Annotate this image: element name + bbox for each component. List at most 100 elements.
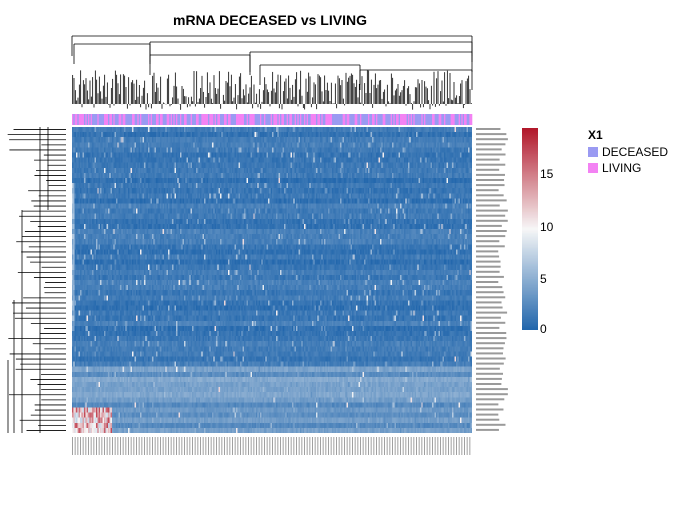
row-label-mark	[476, 306, 503, 309]
column-label-mark	[261, 437, 263, 455]
column-label-mark	[269, 437, 271, 455]
row-label-mark	[476, 316, 501, 319]
column-label-mark	[360, 437, 361, 455]
annotation-cell	[374, 114, 377, 125]
column-label-mark	[384, 437, 385, 455]
annotation-cell	[358, 114, 361, 125]
annotation-cell	[416, 114, 418, 125]
column-label-mark	[192, 437, 193, 455]
annotation-cell	[124, 114, 126, 125]
column-label-mark	[242, 437, 244, 455]
legend-swatch-deceased	[588, 147, 598, 157]
annotation-cell	[94, 114, 97, 125]
column-label-mark	[104, 437, 105, 455]
row-label-mark	[476, 301, 502, 304]
annotation-cell	[172, 114, 174, 125]
annotation-cell	[170, 114, 173, 125]
annotation-cell	[325, 114, 327, 125]
row-label-mark	[476, 423, 506, 426]
annotation-cell	[216, 114, 218, 125]
column-label-mark	[157, 437, 159, 455]
column-label-mark	[408, 437, 409, 455]
annotation-cell	[290, 114, 293, 125]
column-label-mark	[312, 437, 313, 455]
annotation-cell	[400, 114, 402, 125]
annotation-cell	[106, 114, 109, 125]
column-label-mark	[189, 437, 191, 455]
annotation-cell	[281, 114, 283, 125]
column-label-mark	[266, 437, 268, 455]
annotation-cell	[78, 114, 81, 125]
column-label-mark	[80, 437, 81, 455]
column-label-mark	[344, 437, 345, 455]
annotation-cell	[286, 114, 289, 125]
column-label-mark	[178, 437, 180, 455]
annotation-cell	[460, 114, 462, 125]
annotation-cell	[185, 114, 187, 125]
annotation-cell	[212, 114, 214, 125]
annotation-cell	[213, 114, 215, 125]
annotation-cell	[449, 114, 451, 125]
annotation-cell	[333, 114, 335, 125]
annotation-cell	[157, 114, 159, 125]
annotation-cell	[384, 114, 386, 125]
annotation-cell	[258, 114, 261, 125]
annotation-cell	[268, 114, 270, 125]
annotation-cell	[120, 114, 122, 125]
column-label-mark	[298, 437, 300, 455]
annotation-cell	[265, 114, 267, 125]
annotation-cell	[229, 114, 231, 125]
annotation-cell	[154, 114, 157, 125]
column-label-mark	[176, 437, 177, 455]
column-label-mark	[448, 437, 449, 455]
row-label-mark	[476, 224, 502, 227]
column-label-mark	[309, 437, 311, 455]
column-label-mark	[88, 437, 89, 455]
annotation-cell	[250, 114, 253, 125]
column-label-mark	[82, 437, 84, 455]
column-label-mark	[349, 437, 351, 455]
annotation-cell	[336, 114, 338, 125]
annotation-cell	[261, 114, 263, 125]
column-label-mark	[370, 437, 372, 455]
annotation-cell	[382, 114, 385, 125]
row-label-mark	[476, 408, 504, 411]
annotation-cell	[198, 114, 201, 125]
annotation-cell	[445, 114, 447, 125]
annotation-cell	[214, 114, 217, 125]
column-label-mark	[341, 437, 343, 455]
annotation-cell	[196, 114, 198, 125]
annotation-cell	[162, 114, 165, 125]
annotation-cell	[365, 114, 367, 125]
annotation-cell	[248, 114, 250, 125]
column-label-mark	[250, 437, 252, 455]
column-label-mark	[426, 437, 428, 455]
annotation-cell	[316, 114, 318, 125]
annotation-cell	[366, 114, 369, 125]
column-label-mark	[288, 437, 289, 455]
annotation-cell	[350, 114, 353, 125]
annotation-cell	[349, 114, 351, 125]
column-label-mark	[346, 437, 348, 455]
annotation-cell	[252, 114, 254, 125]
chart-title: mRNA DECEASED vs LIVING	[173, 12, 367, 28]
annotation-cell	[364, 114, 366, 125]
column-label-mark	[325, 437, 327, 455]
annotation-cell	[301, 114, 303, 125]
column-label-mark	[437, 437, 439, 455]
annotation-cell	[169, 114, 171, 125]
column-label-mark	[410, 437, 412, 455]
annotation-cell	[136, 114, 138, 125]
column-label-mark	[461, 437, 463, 455]
annotation-cell	[209, 114, 211, 125]
annotation-cell	[88, 114, 90, 125]
column-label-mark	[469, 437, 471, 455]
row-dendrogram	[7, 127, 66, 433]
annotation-cell	[205, 114, 207, 125]
annotation-cell	[345, 114, 347, 125]
column-label-mark	[216, 437, 217, 455]
column-label-mark	[445, 437, 447, 455]
column-label-mark	[160, 437, 161, 455]
annotation-cell	[93, 114, 95, 125]
column-label-mark	[72, 437, 73, 455]
